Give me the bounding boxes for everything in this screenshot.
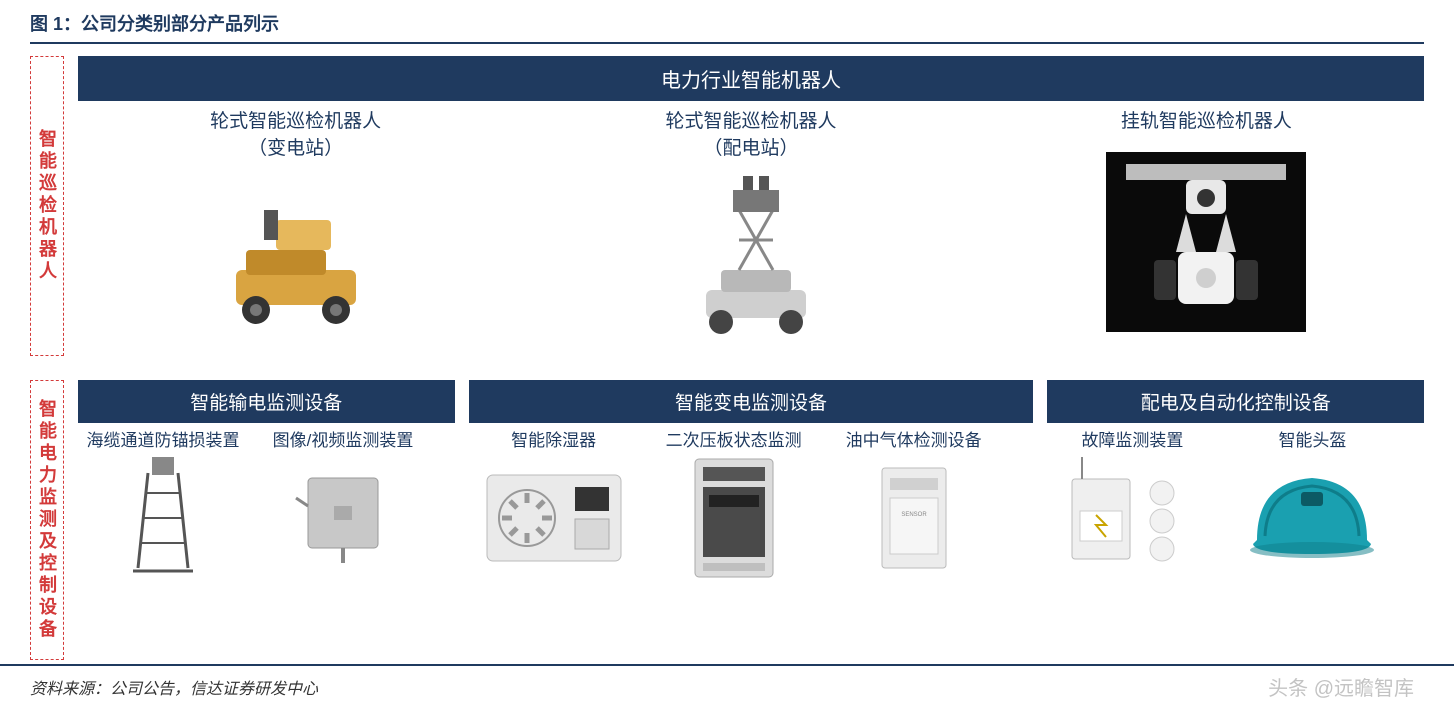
banner-distribution: 配电及自动化控制设备	[1047, 380, 1424, 423]
robot-2-label-l1: 轮式智能巡检机器人	[665, 109, 836, 136]
device-groups-row: 智能输电监测设备 海缆通道防锚损装置	[78, 380, 1424, 583]
item-dehumidifier-label: 智能除湿器	[511, 429, 596, 453]
robot-product-2: 轮式智能巡检机器人 （配电站）	[533, 101, 968, 356]
figure-body: 智能巡检机器人 智能电力监测及控制设备 电力行业智能机器人 轮式智能巡检机器人 …	[30, 56, 1424, 660]
banner-substation: 智能变电监测设备	[469, 380, 1034, 423]
item-pressure-plate-label: 二次压板状态监测	[666, 429, 802, 453]
group-substation: 智能变电监测设备 智能除湿器	[469, 380, 1034, 583]
item-anchor-protect-label: 海缆通道防锚损装置	[87, 429, 240, 453]
item-dehumidifier-image	[469, 453, 639, 583]
item-smart-helmet: 智能头盔	[1227, 429, 1397, 573]
item-video-monitor-label: 图像/视频监测装置	[273, 429, 414, 453]
robot-products-row: 轮式智能巡检机器人 （变电站）	[78, 101, 1424, 356]
side-box-1: 智能巡检机器人	[30, 56, 64, 356]
robot-1-image	[82, 162, 509, 348]
item-smart-helmet-label: 智能头盔	[1278, 429, 1346, 453]
item-gas-detect: 油中气体检测设备 SENSOR	[829, 429, 999, 583]
item-fault-monitor-image	[1047, 453, 1217, 573]
group-transmission: 智能输电监测设备 海缆通道防锚损装置	[78, 380, 455, 583]
item-anchor-protect-image	[78, 453, 248, 573]
robot-3-image	[993, 136, 1420, 348]
side-label-column: 智能巡检机器人 智能电力监测及控制设备	[30, 56, 64, 660]
source-text: 资料来源：公司公告，信达证券研发中心	[30, 675, 318, 699]
figure-title: 图 1：公司分类别部分产品列示	[30, 14, 279, 34]
item-video-monitor-image	[258, 453, 428, 573]
group-distribution: 配电及自动化控制设备 故障监测装置	[1047, 380, 1424, 583]
robot-2-label-l2: （配电站）	[703, 136, 798, 163]
item-smart-helmet-image	[1227, 453, 1397, 573]
svg-text:SENSOR: SENSOR	[901, 512, 927, 518]
item-pressure-plate-image	[649, 453, 819, 583]
robot-1-label-l2: （变电站）	[248, 136, 343, 163]
item-fault-monitor: 故障监测装置	[1047, 429, 1217, 573]
source-row: 资料来源：公司公告，信达证券研发中心 头条 @远瞻智库	[0, 664, 1454, 711]
robot-3-label-l1: 挂轨智能巡检机器人	[1121, 109, 1292, 136]
watermark: 头条 @远瞻智库	[1268, 672, 1454, 701]
robot-2-image	[537, 162, 964, 348]
section-devices: 智能输电监测设备 海缆通道防锚损装置	[78, 380, 1424, 660]
side-label-2: 智能电力监测及控制设备	[34, 399, 60, 641]
side-box-2: 智能电力监测及控制设备	[30, 380, 64, 660]
side-label-1: 智能巡检机器人	[34, 129, 60, 283]
content-column: 电力行业智能机器人 轮式智能巡检机器人 （变电站）	[78, 56, 1424, 660]
robot-product-1: 轮式智能巡检机器人 （变电站）	[78, 101, 513, 356]
item-gas-detect-image: SENSOR	[829, 453, 999, 583]
item-gas-detect-label: 油中气体检测设备	[846, 429, 982, 453]
item-video-monitor: 图像/视频监测装置	[258, 429, 428, 573]
robot-1-label-l1: 轮式智能巡检机器人	[210, 109, 381, 136]
item-dehumidifier: 智能除湿器	[469, 429, 639, 583]
item-anchor-protect: 海缆通道防锚损装置	[78, 429, 248, 573]
banner-robots: 电力行业智能机器人	[78, 56, 1424, 101]
item-pressure-plate: 二次压板状态监测	[649, 429, 819, 583]
item-fault-monitor-label: 故障监测装置	[1081, 429, 1183, 453]
robot-product-3: 挂轨智能巡检机器人	[989, 101, 1424, 356]
section-robots: 电力行业智能机器人 轮式智能巡检机器人 （变电站）	[78, 56, 1424, 356]
figure-title-row: 图 1：公司分类别部分产品列示	[30, 10, 1424, 44]
banner-transmission: 智能输电监测设备	[78, 380, 455, 423]
